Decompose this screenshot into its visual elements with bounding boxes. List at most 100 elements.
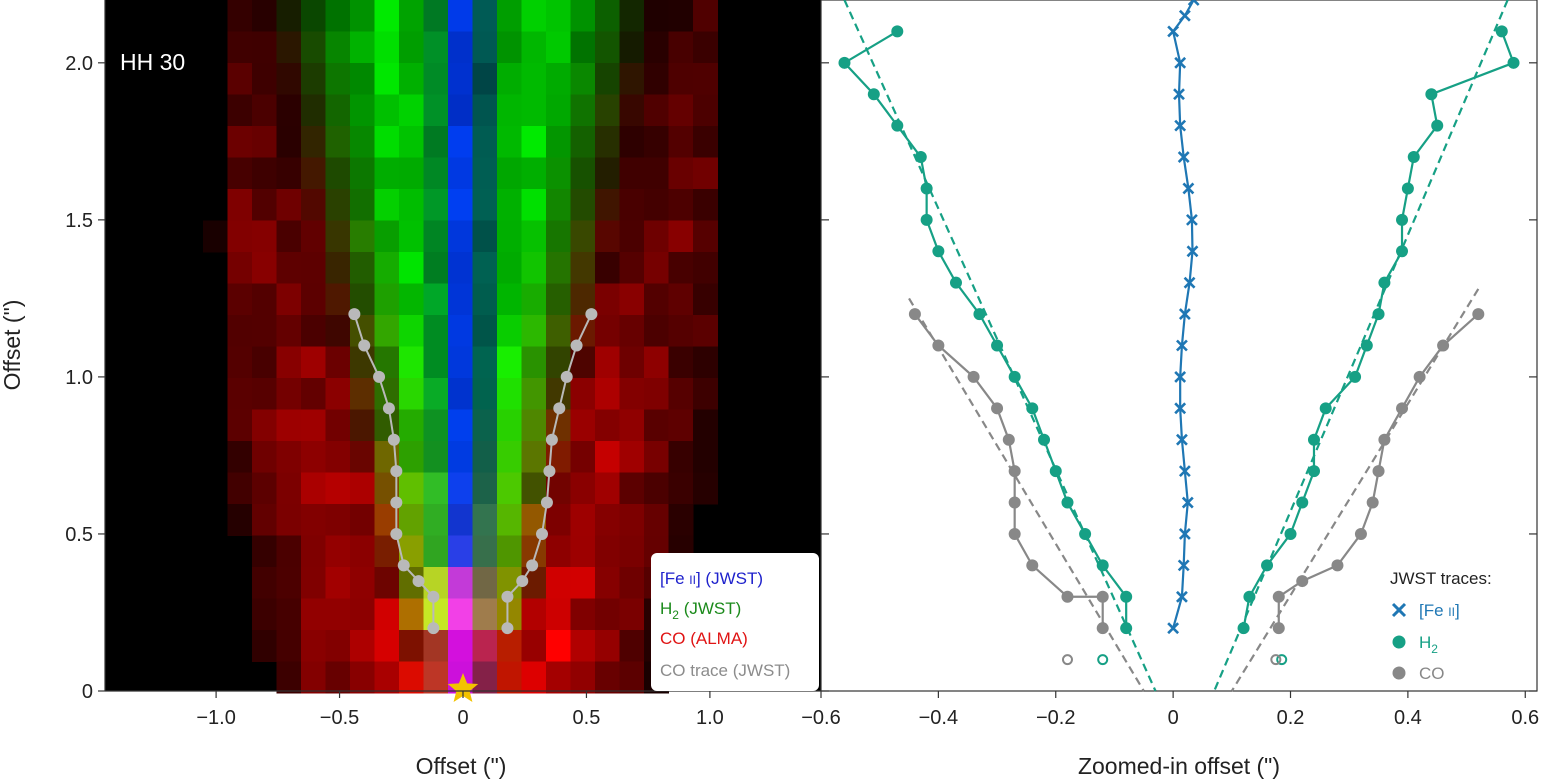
legend-co: CO (1419, 664, 1445, 683)
heatmap-cell (472, 598, 498, 631)
heatmap-cell (570, 535, 596, 568)
left-x-tick-label: 0.5 (573, 707, 601, 729)
trace-point (1307, 465, 1320, 478)
heatmap-cell (668, 441, 694, 473)
heatmap-cell (497, 441, 522, 473)
heatmap-cell (472, 220, 498, 253)
right-x-tick-label: 0.4 (1394, 707, 1422, 729)
heatmap-cell (497, 409, 522, 442)
heatmap-cell (325, 472, 351, 505)
heatmap-cell (668, 472, 694, 505)
trace-line (1171, 0, 1195, 629)
trace-point (1360, 339, 1373, 352)
right-x-tick-label: −0.6 (801, 707, 840, 729)
heatmap-cell (301, 504, 326, 536)
right-panel: −0.6 −0.4 −0.2 0 0.2 0.4 0.6 Zoomed-in offset … (801, 0, 1539, 779)
legend-h2-marker (1392, 635, 1406, 649)
left-x-tick-label: −0.5 (320, 707, 359, 729)
heatmap-cell (276, 189, 302, 221)
heatmap-cell (252, 0, 277, 32)
heatmap-cell (399, 94, 424, 127)
open-marker (1270, 654, 1282, 666)
trace-point (932, 339, 945, 352)
trace-point (1096, 559, 1109, 572)
heatmap-cell (619, 126, 645, 158)
trace-point (1354, 527, 1367, 540)
heatmap-cell (448, 31, 473, 64)
trace-point (949, 276, 962, 289)
heatmap-cell (227, 94, 253, 127)
trace-point (1049, 465, 1062, 478)
heatmap-cell (301, 220, 326, 253)
x-marker (1178, 308, 1191, 321)
left-y-ticks: 0 0.5 1.0 1.5 2.0 (65, 53, 105, 703)
x-marker (1173, 88, 1185, 101)
panel-title: HH 30 (120, 49, 185, 75)
heatmap-cell (301, 346, 326, 379)
legend-h2-jwst: H2 (JWST) (660, 599, 741, 622)
heatmap-cell (546, 157, 571, 190)
heatmap-cell (693, 283, 718, 316)
heatmap-cell (252, 94, 277, 127)
heatmap-cell (423, 0, 449, 32)
heatmap-cell (252, 378, 277, 410)
heatmap-cell (595, 409, 620, 442)
heatmap-cell (252, 567, 277, 599)
heatmap-cell (227, 441, 253, 473)
heatmap-cell (570, 189, 596, 221)
heatmap-cell (619, 661, 645, 694)
trace-point (914, 151, 927, 164)
heatmap-cell (227, 0, 253, 32)
heatmap-cell (570, 472, 596, 505)
x-marker (1174, 119, 1187, 132)
heatmap-cell (448, 220, 473, 253)
heatmap-cell (619, 409, 645, 442)
co-trace-point (545, 433, 558, 446)
heatmap-cell (472, 126, 498, 158)
heatmap-cell (521, 283, 547, 316)
heatmap-cell (521, 378, 547, 410)
heatmap-cell (644, 189, 669, 221)
heatmap-cell (570, 661, 596, 694)
heatmap-cell (301, 31, 326, 64)
heatmap-cell (350, 189, 375, 221)
heatmap-cell (423, 504, 449, 536)
heatmap-cell (423, 283, 449, 316)
heatmap-cell (619, 441, 645, 473)
trace-point (1401, 182, 1414, 195)
co-trace-point (570, 339, 583, 352)
heatmap-cell (521, 220, 547, 253)
heatmap-cell (301, 661, 326, 694)
heatmap-cell (497, 189, 522, 221)
heatmap-cell (497, 315, 522, 347)
heatmap-cell (227, 504, 253, 536)
heatmap-cell (644, 252, 669, 284)
heatmap-cell (276, 220, 302, 253)
trace-point (920, 213, 933, 226)
co-trace-point (553, 402, 566, 415)
heatmap-cell (374, 220, 400, 253)
star-marker (447, 673, 479, 702)
fit-line (1230, 288, 1480, 692)
heatmap-cell (472, 157, 498, 190)
trace-point (1319, 402, 1332, 415)
heatmap-cell (448, 346, 473, 379)
heatmap-cell (472, 94, 498, 127)
heatmap-cell (399, 31, 424, 64)
heatmap-cell (644, 472, 669, 505)
co-trace-point (387, 433, 400, 446)
heatmap-cell (374, 0, 400, 32)
heatmap-cell (374, 31, 400, 64)
legend-feii: [Fe II] (1419, 601, 1460, 620)
left-legend: [Fe II] (JWST) H2 (JWST) CO (ALMA) CO tr… (651, 553, 819, 691)
heatmap-cell (595, 535, 620, 568)
heatmap-cell (644, 0, 669, 32)
co-trace-point (501, 590, 514, 603)
x-marker (1191, 0, 1200, 6)
trace-point (1243, 590, 1256, 603)
heatmap-cell (448, 472, 473, 505)
heatmap-cell (595, 378, 620, 410)
heatmap-cell (570, 630, 596, 662)
heatmap-cell (325, 661, 351, 694)
heatmap-cell (546, 252, 571, 284)
